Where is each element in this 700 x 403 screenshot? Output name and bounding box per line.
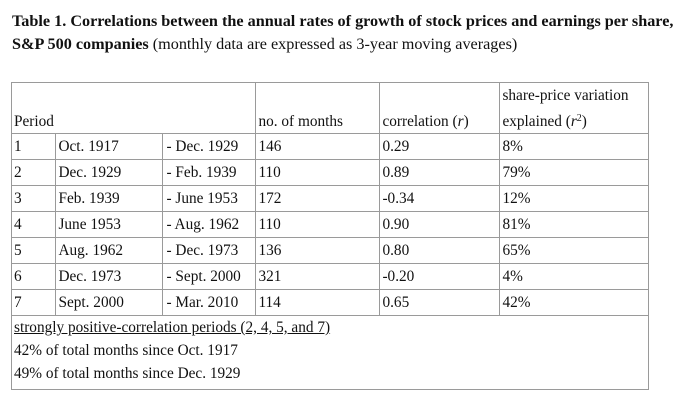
correlation-cell: -0.34 [379, 185, 501, 212]
table-row: 5 Aug. 1962 - Dec. 1973 136 0.80 65% [10, 237, 650, 264]
header-period: Period [10, 82, 56, 134]
table-row: 2 Dec. 1929 - Feb. 1939 110 0.89 79% [10, 159, 650, 186]
explained-cell: 65% [499, 237, 650, 264]
row-number: 4 [10, 211, 57, 238]
row-number: 5 [10, 237, 57, 264]
explained-cell: 12% [499, 185, 650, 212]
period-start: Feb. 1939 [55, 185, 164, 212]
period-end: - Dec. 1929 [162, 133, 257, 160]
correlation-cell: 0.89 [379, 159, 501, 186]
footer-line-since-1917: 42% of total months since Oct. 1917 [14, 342, 238, 359]
row-number: 2 [10, 159, 57, 186]
months-cell: 114 [255, 289, 381, 316]
header-correlation: correlation (r) [379, 82, 501, 134]
explained-cell: 79% [499, 159, 650, 186]
table-row: 1 Oct. 1917 - Dec. 1929 146 0.29 8% [10, 133, 650, 160]
period-start: Oct. 1917 [55, 133, 164, 160]
explained-cell: 81% [499, 211, 650, 238]
table-row: 6 Dec. 1973 - Sept. 2000 321 -0.20 4% [10, 263, 650, 290]
row-number: 1 [10, 133, 57, 160]
row-number: 3 [10, 185, 57, 212]
correlation-cell: 0.90 [379, 211, 501, 238]
period-start: June 1953 [55, 211, 164, 238]
period-start: Sept. 2000 [55, 289, 164, 316]
explained-cell: 42% [499, 289, 650, 316]
footer-line-since-1929: 49% of total months since Dec. 1929 [14, 365, 241, 382]
table-caption: Table 1. Correlations between the annual… [12, 10, 694, 56]
footer-notes: strongly positive-correlation periods (2… [10, 315, 650, 390]
months-cell: 146 [255, 133, 381, 160]
months-cell: 136 [255, 237, 381, 264]
period-end: - Sept. 2000 [162, 263, 257, 290]
table-row: 4 June 1953 - Aug. 1962 110 0.90 81% [10, 211, 650, 238]
table-header-row: Period no. of months correlation (r) sha… [10, 82, 650, 134]
period-end: - Dec. 1973 [162, 237, 257, 264]
correlation-cell: 0.65 [379, 289, 501, 316]
caption-bold: Table 1. Correlations between the annual… [12, 12, 674, 53]
months-cell: 110 [255, 211, 381, 238]
period-end: - June 1953 [162, 185, 257, 212]
table-footer-row: strongly positive-correlation periods (2… [10, 315, 650, 390]
correlation-cell: -0.20 [379, 263, 501, 290]
months-cell: 110 [255, 159, 381, 186]
period-start: Aug. 1962 [55, 237, 164, 264]
months-cell: 321 [255, 263, 381, 290]
months-cell: 172 [255, 185, 381, 212]
period-end: - Aug. 1962 [162, 211, 257, 238]
header-variation: share-price variation explained (r2) [499, 82, 650, 134]
explained-cell: 8% [499, 133, 650, 160]
period-end: - Feb. 1939 [162, 159, 257, 186]
caption-normal: (monthly data are expressed as 3-year mo… [148, 35, 518, 53]
header-blank-start [55, 82, 163, 134]
explained-cell: 4% [499, 263, 650, 290]
header-blank-end [162, 82, 257, 134]
footer-line-positive-periods: strongly positive-correlation periods (2… [14, 319, 331, 336]
row-number: 6 [10, 263, 57, 290]
header-months: no. of months [255, 82, 381, 134]
period-start: Dec. 1973 [55, 263, 164, 290]
table-row: 3 Feb. 1939 - June 1953 172 -0.34 12% [10, 185, 650, 212]
table-row: 7 Sept. 2000 - Mar. 2010 114 0.65 42% [10, 289, 650, 316]
period-start: Dec. 1929 [55, 159, 164, 186]
correlation-cell: 0.80 [379, 237, 501, 264]
correlation-table: Period no. of months correlation (r) sha… [10, 82, 650, 390]
row-number: 7 [10, 289, 57, 316]
correlation-cell: 0.29 [379, 133, 501, 160]
period-end: - Mar. 2010 [162, 289, 257, 316]
